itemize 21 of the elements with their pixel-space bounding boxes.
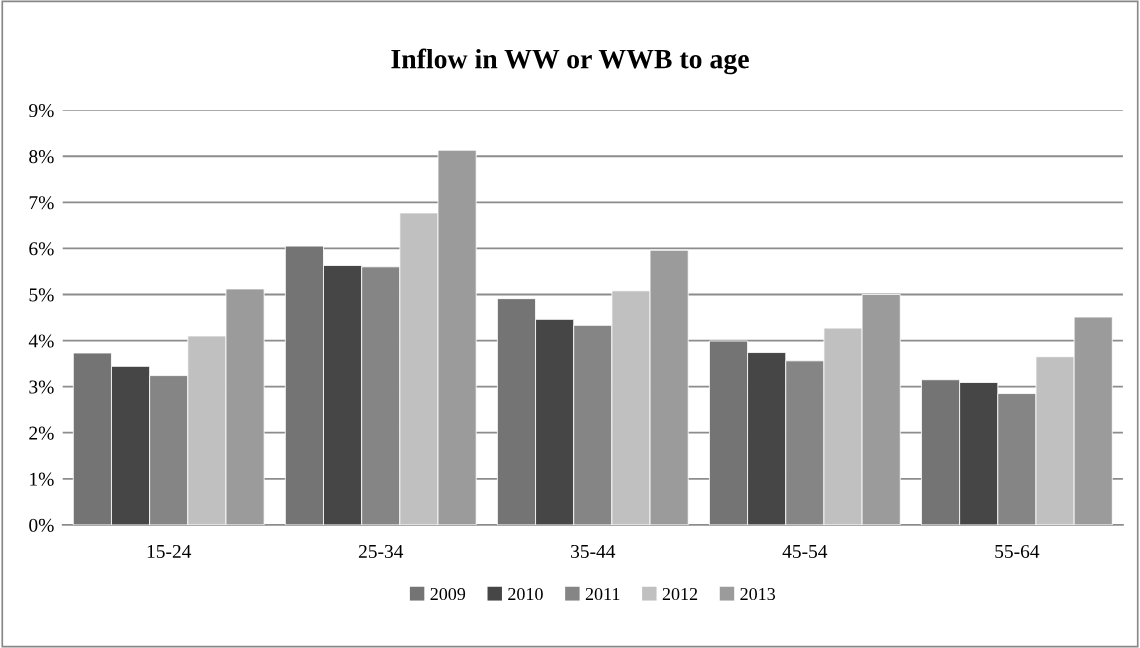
legend-label: 2011	[585, 587, 620, 601]
y-tick-label: 2%	[29, 426, 54, 440]
y-tick-label: 3%	[29, 380, 54, 394]
legend-label: 2009	[430, 587, 466, 601]
y-tick-label: 6%	[29, 242, 54, 256]
x-tick-label: 35-44	[571, 544, 616, 559]
y-tick-label: 0%	[29, 518, 54, 532]
chart-title: Inflow in WW or WWB to age	[391, 48, 749, 75]
x-tick-label: 25-34	[358, 544, 404, 559]
y-tick-label: 8%	[29, 150, 54, 164]
y-tick-label: 4%	[28, 334, 54, 348]
legend-label: 2013	[740, 587, 776, 601]
x-tick-label: 55-64	[995, 544, 1040, 559]
y-tick-label: 7%	[29, 196, 54, 210]
legend-label: 2010	[508, 587, 543, 601]
y-tick-label: 1%	[30, 472, 54, 486]
y-tick-label: 5%	[29, 288, 54, 302]
x-tick-label: 15-24	[147, 544, 192, 559]
y-tick-label: 9%	[29, 103, 54, 118]
legend-label: 2012	[662, 587, 698, 601]
x-tick-label: 45-54	[782, 545, 828, 559]
